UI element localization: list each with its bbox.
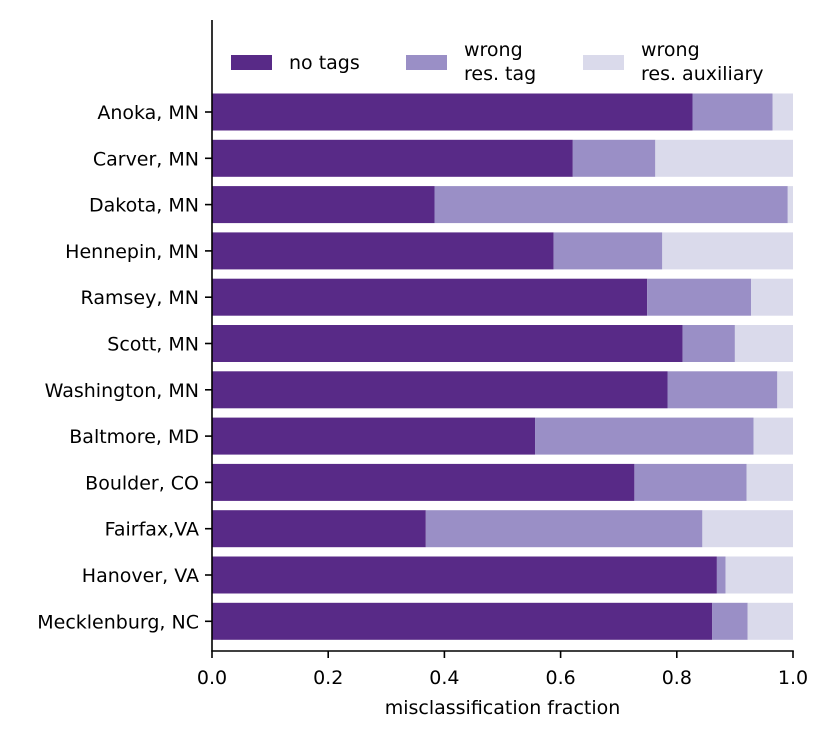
bar-carver-mn-wrong-res-auxiliary xyxy=(655,139,793,177)
y-tick-label: Dakota, MN xyxy=(89,195,199,217)
x-tick-label: 0.2 xyxy=(313,667,343,689)
y-tick-label: Anoka, MN xyxy=(97,102,199,124)
bar-baltmore-md-wrong-res-tag xyxy=(535,417,754,455)
legend-label-wrong-res-tag: res. tag xyxy=(464,63,536,85)
y-tick-label: Scott, MN xyxy=(107,334,199,356)
bar-dakota-mn-wrong-res-tag xyxy=(434,186,788,224)
y-tick-label: Fairfax,VA xyxy=(105,519,199,541)
y-tick-label: Baltmore, MD xyxy=(69,426,199,448)
y-tick-label: Boulder, CO xyxy=(85,472,199,494)
bar-boulder-co-no-tags xyxy=(212,463,635,501)
y-tick-label: Hanover, VA xyxy=(82,565,199,587)
y-tick-label: Hennepin, MN xyxy=(65,241,199,263)
bar-anoka-mn-wrong-res-auxiliary xyxy=(772,93,793,131)
bar-hennepin-mn-wrong-res-tag xyxy=(553,232,663,270)
x-tick-label: 0.6 xyxy=(545,667,575,689)
bar-dakota-mn-no-tags xyxy=(212,186,435,224)
bar-carver-mn-wrong-res-tag xyxy=(572,139,656,177)
bar-scott-mn-wrong-res-auxiliary xyxy=(734,325,793,362)
bar-fairfax-va-wrong-res-auxiliary xyxy=(702,510,793,548)
x-tick-label: 0.8 xyxy=(662,667,692,689)
bar-dakota-mn-wrong-res-auxiliary xyxy=(787,186,793,224)
bar-baltmore-md-no-tags xyxy=(212,417,536,455)
x-axis-title: misclassification fraction xyxy=(385,697,621,719)
x-tick-label: 0.0 xyxy=(197,667,227,689)
x-axis-ticks: 0.0 0.2 0.4 0.6 0.8 1.0 xyxy=(197,651,808,689)
bar-hennepin-mn-wrong-res-auxiliary xyxy=(662,232,793,270)
bar-fairfax-va-no-tags xyxy=(212,510,426,548)
legend-label-wrong-res-tag: wrong xyxy=(464,39,523,61)
legend-swatch-wrong-res-auxiliary xyxy=(583,55,624,70)
bars-layer xyxy=(212,93,793,640)
legend-label-wrong-res-auxiliary: wrong xyxy=(641,39,700,61)
bar-boulder-co-wrong-res-auxiliary xyxy=(746,463,793,501)
bar-washington-mn-wrong-res-auxiliary xyxy=(777,371,793,409)
bar-hanover-va-wrong-res-auxiliary xyxy=(725,556,793,594)
bar-boulder-co-wrong-res-tag xyxy=(634,463,747,501)
x-tick-label: 0.4 xyxy=(429,667,459,689)
bar-hanover-va-wrong-res-tag xyxy=(716,556,726,594)
bar-washington-mn-wrong-res-tag xyxy=(667,371,778,409)
bar-washington-mn-no-tags xyxy=(212,371,668,409)
legend-swatch-no-tags xyxy=(231,55,272,70)
bar-ramsey-mn-no-tags xyxy=(212,278,648,316)
bar-ramsey-mn-wrong-res-auxiliary xyxy=(751,278,793,316)
bar-scott-mn-wrong-res-tag xyxy=(682,325,735,362)
legend-swatch-wrong-res-tag xyxy=(406,55,447,70)
y-tick-label: Carver, MN xyxy=(93,148,199,170)
bar-mecklenburg-nc-wrong-res-tag xyxy=(712,602,748,640)
bar-scott-mn-no-tags xyxy=(212,325,683,362)
bar-baltmore-md-wrong-res-auxiliary xyxy=(753,417,793,455)
y-tick-label: Ramsey, MN xyxy=(81,287,199,309)
bar-hanover-va-no-tags xyxy=(212,556,717,594)
y-tick-label: Washington, MN xyxy=(45,380,199,402)
legend-label-wrong-res-auxiliary: res. auxiliary xyxy=(641,63,764,85)
y-axis-ticks: Anoka, MN Carver, MN Dakota, MN Hennepin, M… xyxy=(37,102,212,633)
bar-carver-mn-no-tags xyxy=(212,139,573,177)
bar-anoka-mn-no-tags xyxy=(212,93,693,131)
bar-fairfax-va-wrong-res-tag xyxy=(425,510,703,548)
bar-mecklenburg-nc-wrong-res-auxiliary xyxy=(747,602,793,640)
bar-anoka-mn-wrong-res-tag xyxy=(692,93,773,131)
y-tick-label: Mecklenburg, NC xyxy=(37,611,199,633)
bar-hennepin-mn-no-tags xyxy=(212,232,554,270)
bar-ramsey-mn-wrong-res-tag xyxy=(647,278,752,316)
x-tick-label: 1.0 xyxy=(778,667,808,689)
bar-mecklenburg-nc-no-tags xyxy=(212,602,713,640)
legend-label-no-tags: no tags xyxy=(289,52,360,74)
